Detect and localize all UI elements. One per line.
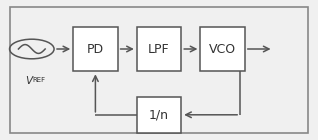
Text: VCO: VCO: [209, 43, 236, 55]
Bar: [73, 27, 118, 71]
Text: LPF: LPF: [148, 43, 170, 55]
Bar: [137, 27, 181, 71]
Text: 1/n: 1/n: [149, 108, 169, 121]
Text: REF: REF: [32, 77, 45, 83]
Bar: [137, 97, 181, 133]
Text: $V$: $V$: [25, 74, 35, 86]
Bar: [200, 27, 245, 71]
Text: PD: PD: [87, 43, 104, 55]
